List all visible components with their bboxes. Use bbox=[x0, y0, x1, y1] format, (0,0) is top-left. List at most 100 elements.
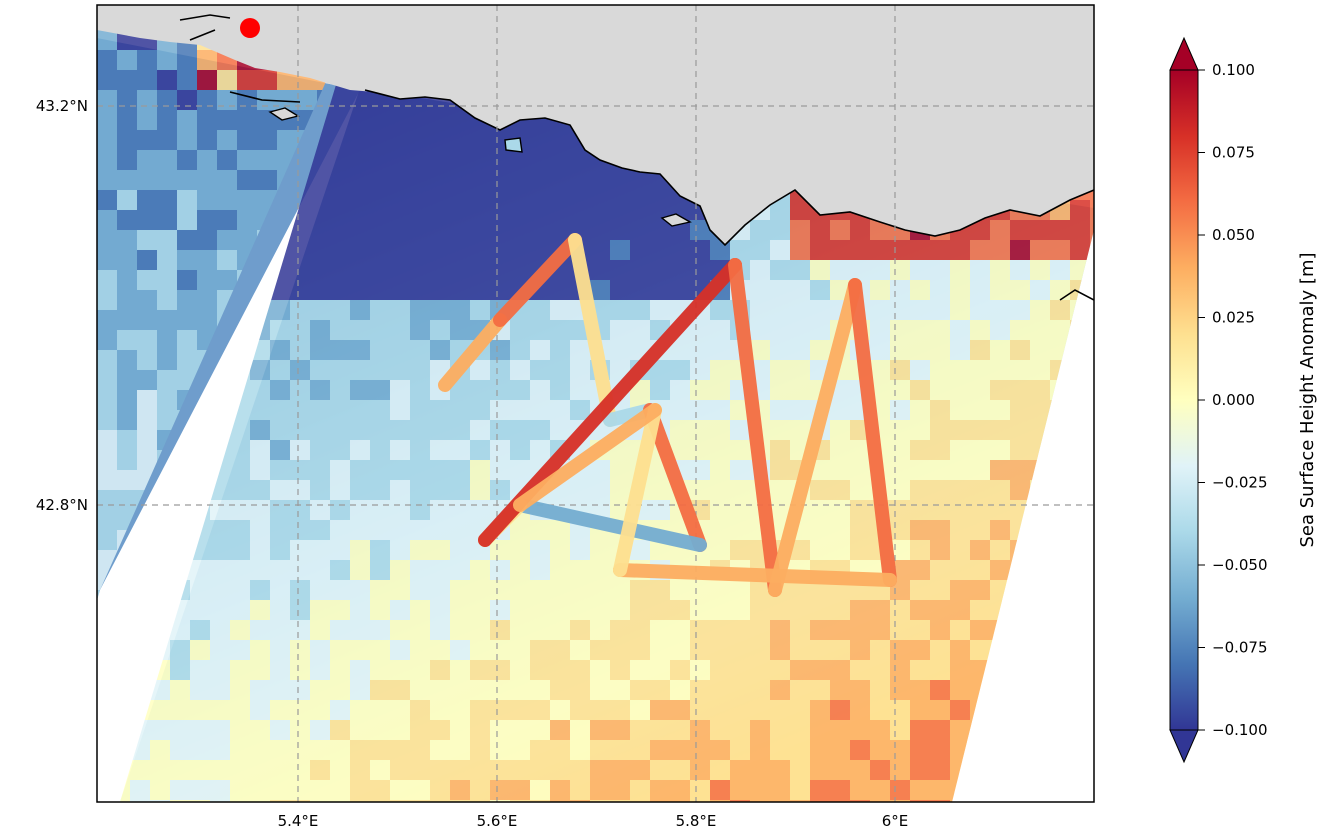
swath-cell bbox=[1070, 800, 1090, 802]
swath-cell bbox=[610, 720, 630, 740]
swath-cell bbox=[177, 250, 197, 270]
swath-cell bbox=[750, 220, 770, 240]
swath-cell bbox=[950, 540, 970, 560]
swath-cell bbox=[250, 560, 270, 580]
swath-cell bbox=[157, 150, 177, 170]
swath-cell bbox=[590, 720, 610, 740]
swath-cell bbox=[217, 170, 237, 190]
swath-cell bbox=[390, 220, 410, 240]
swath-cell bbox=[1030, 380, 1050, 400]
swath-cell bbox=[270, 580, 290, 600]
swath-cell bbox=[570, 760, 590, 780]
swath-cell bbox=[510, 540, 530, 560]
swath-cell bbox=[370, 340, 390, 360]
swath-cell bbox=[650, 480, 670, 500]
plot-area bbox=[97, 5, 1094, 802]
swath-cell bbox=[970, 360, 990, 380]
swath-cell bbox=[910, 800, 930, 802]
swath-cell bbox=[650, 220, 670, 240]
track-segment bbox=[493, 233, 582, 327]
swath-cell bbox=[790, 360, 810, 380]
swath-cell bbox=[490, 420, 510, 440]
swath-cell bbox=[530, 400, 550, 420]
swath-cell bbox=[137, 390, 157, 410]
swath-cell bbox=[157, 350, 177, 370]
swath-cell bbox=[250, 640, 270, 660]
swath-cell bbox=[550, 720, 570, 740]
swath-cell bbox=[950, 500, 970, 520]
swath-cell bbox=[157, 190, 177, 210]
swath-cell bbox=[490, 680, 510, 700]
swath-cell bbox=[830, 440, 850, 460]
swath-cell bbox=[470, 720, 490, 740]
swath-cell bbox=[410, 260, 430, 280]
swath-cell bbox=[137, 410, 157, 430]
swath-cell bbox=[810, 740, 830, 760]
swath-cell bbox=[610, 660, 630, 680]
swath-cell bbox=[1030, 360, 1050, 380]
swath-cell bbox=[117, 410, 137, 430]
swath-cell bbox=[930, 360, 950, 380]
swath-cell bbox=[770, 760, 790, 780]
swath-cell bbox=[210, 640, 230, 660]
swath-cell bbox=[170, 660, 190, 680]
swath-cell bbox=[370, 600, 390, 620]
swath-cell bbox=[290, 780, 310, 800]
swath-cell bbox=[370, 720, 390, 740]
swath-cell bbox=[310, 260, 330, 280]
swath-cell bbox=[330, 780, 350, 800]
swath-cell bbox=[690, 660, 710, 680]
swath-cell bbox=[250, 500, 270, 520]
swath-cell bbox=[530, 740, 550, 760]
swath-cell bbox=[310, 400, 330, 420]
swath-cell bbox=[330, 600, 350, 620]
swath-cell bbox=[790, 600, 810, 620]
swath-cell bbox=[550, 660, 570, 680]
swath-cell bbox=[670, 240, 690, 260]
swath-cell bbox=[550, 600, 570, 620]
swath-cell bbox=[790, 340, 810, 360]
swath-cell bbox=[390, 420, 410, 440]
swath-cell bbox=[430, 460, 450, 480]
swath-cell bbox=[350, 400, 370, 420]
swath-cell bbox=[390, 240, 410, 260]
swath-cell bbox=[950, 400, 970, 420]
swath-cell bbox=[1010, 460, 1030, 480]
colorbar-tick-label: −0.025 bbox=[1212, 474, 1268, 492]
swath-cell bbox=[257, 130, 277, 150]
swath-cell bbox=[730, 580, 750, 600]
swath-cell bbox=[370, 800, 390, 802]
swath-cell bbox=[530, 780, 550, 800]
swath-cell bbox=[230, 560, 250, 580]
swath-cell bbox=[230, 480, 250, 500]
swath-cell bbox=[850, 680, 870, 700]
swath-cell bbox=[810, 620, 830, 640]
swath-cell bbox=[950, 640, 970, 660]
swath-cell bbox=[170, 620, 190, 640]
swath-cell bbox=[650, 260, 670, 280]
swath-cell bbox=[410, 680, 430, 700]
swath-cell bbox=[970, 620, 990, 640]
swath-cell bbox=[290, 360, 310, 380]
location-marker bbox=[240, 18, 260, 38]
swath-cell bbox=[490, 560, 510, 580]
swath-cell bbox=[150, 760, 170, 780]
swath-cell bbox=[590, 800, 610, 802]
swath-cell bbox=[450, 460, 470, 480]
swath-cell bbox=[150, 720, 170, 740]
swath-cell bbox=[510, 700, 530, 720]
swath-cell bbox=[310, 640, 330, 660]
swath-cell bbox=[410, 460, 430, 480]
swath-cell bbox=[177, 270, 197, 290]
swath-cell bbox=[237, 130, 257, 150]
swath-cell bbox=[910, 500, 930, 520]
swath-cell bbox=[590, 780, 610, 800]
swath-cell bbox=[97, 70, 117, 90]
swath-cell bbox=[330, 640, 350, 660]
swath-cell bbox=[270, 720, 290, 740]
swath-cell bbox=[510, 680, 530, 700]
swath-cell bbox=[117, 190, 137, 210]
swath-cell bbox=[930, 600, 950, 620]
swath-cell bbox=[1010, 340, 1030, 360]
swath-cell bbox=[430, 140, 450, 160]
